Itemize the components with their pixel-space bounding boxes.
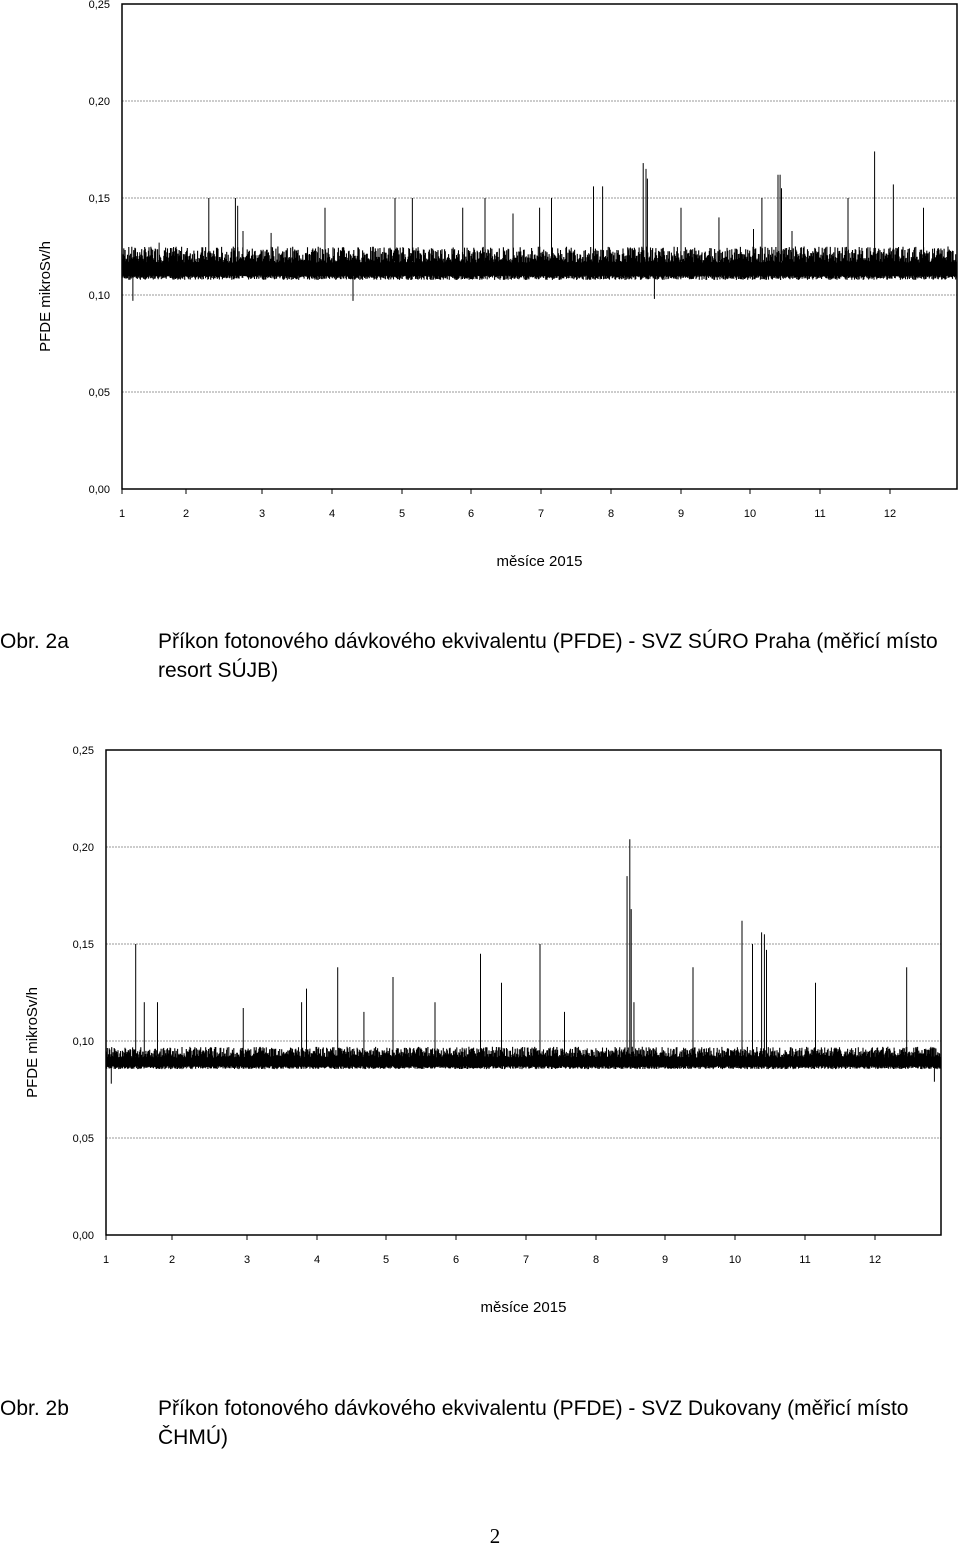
figure-caption-text-2b: Příkon fotonového dávkového ekvivalentu … bbox=[158, 1397, 909, 1449]
y-tick-label: 0,05 bbox=[89, 387, 110, 399]
x-axis-title: měsíce 2015 bbox=[497, 553, 583, 570]
y-tick-label: 0,20 bbox=[73, 842, 94, 854]
y-tick-label: 0,20 bbox=[89, 96, 110, 108]
x-tick-label: 1 bbox=[103, 1254, 109, 1266]
x-tick-label: 12 bbox=[884, 508, 896, 520]
x-tick-label: 9 bbox=[662, 1254, 668, 1266]
y-tick-label: 0,05 bbox=[73, 1133, 94, 1145]
x-tick-label: 12 bbox=[869, 1254, 881, 1266]
y-tick-label: 0,25 bbox=[89, 0, 110, 11]
y-tick-label: 0,25 bbox=[73, 745, 94, 757]
y-tick-label: 0,00 bbox=[89, 484, 110, 496]
figure-number-2a: Obr. 2a bbox=[0, 630, 69, 653]
x-tick-label: 5 bbox=[399, 508, 405, 520]
x-tick-label: 5 bbox=[383, 1254, 389, 1266]
figure-number-2b: Obr. 2b bbox=[0, 1397, 69, 1420]
x-tick-label: 8 bbox=[608, 508, 614, 520]
x-tick-label: 4 bbox=[314, 1254, 320, 1266]
y-tick-label: 0,15 bbox=[89, 193, 110, 205]
x-tick-label: 4 bbox=[329, 508, 335, 520]
y-axis-title: PFDE mikroSv/h bbox=[37, 241, 54, 352]
x-tick-label: 2 bbox=[183, 508, 189, 520]
y-tick-label: 0,10 bbox=[73, 1036, 94, 1048]
plot-frame bbox=[121, 3, 958, 490]
x-tick-label: 10 bbox=[729, 1254, 741, 1266]
data-series-band bbox=[121, 246, 957, 280]
data-series-band bbox=[105, 1046, 941, 1070]
x-tick-label: 3 bbox=[259, 508, 265, 520]
chart-b: 0,250,200,150,100,050,001 2 3 4 5 6 7 8 9 10 11 12m… bbox=[24, 745, 942, 1316]
y-tick-label: 0,10 bbox=[89, 290, 110, 302]
plot-frame bbox=[105, 749, 942, 1236]
page-number: 2 bbox=[489, 1524, 501, 1548]
x-tick-label: 7 bbox=[523, 1254, 529, 1266]
figure-caption-text-2a: Příkon fotonového dávkového ekvivalentu … bbox=[158, 630, 938, 682]
x-tick-label: 2 bbox=[169, 1254, 175, 1266]
x-axis-title: měsíce 2015 bbox=[481, 1299, 567, 1316]
x-tick-label: 6 bbox=[453, 1254, 459, 1266]
y-tick-label: 0,00 bbox=[73, 1230, 94, 1242]
x-tick-label: 1 bbox=[119, 508, 125, 520]
x-tick-label: 11 bbox=[814, 508, 825, 520]
x-tick-label: 6 bbox=[468, 508, 474, 520]
x-tick-label: 11 bbox=[799, 1254, 810, 1266]
y-tick-label: 0,15 bbox=[73, 939, 94, 951]
chart-a: 0,250,200,150,100,050,001 2 3 4 5 6 7 8 9 10 11 12m… bbox=[37, 0, 958, 570]
y-axis-title: PFDE mikroSv/h bbox=[24, 987, 41, 1098]
x-tick-label: 7 bbox=[538, 508, 544, 520]
x-tick-label: 8 bbox=[593, 1254, 599, 1266]
x-tick-label: 10 bbox=[744, 508, 756, 520]
x-tick-label: 9 bbox=[678, 508, 684, 520]
x-tick-label: 3 bbox=[244, 1254, 250, 1266]
